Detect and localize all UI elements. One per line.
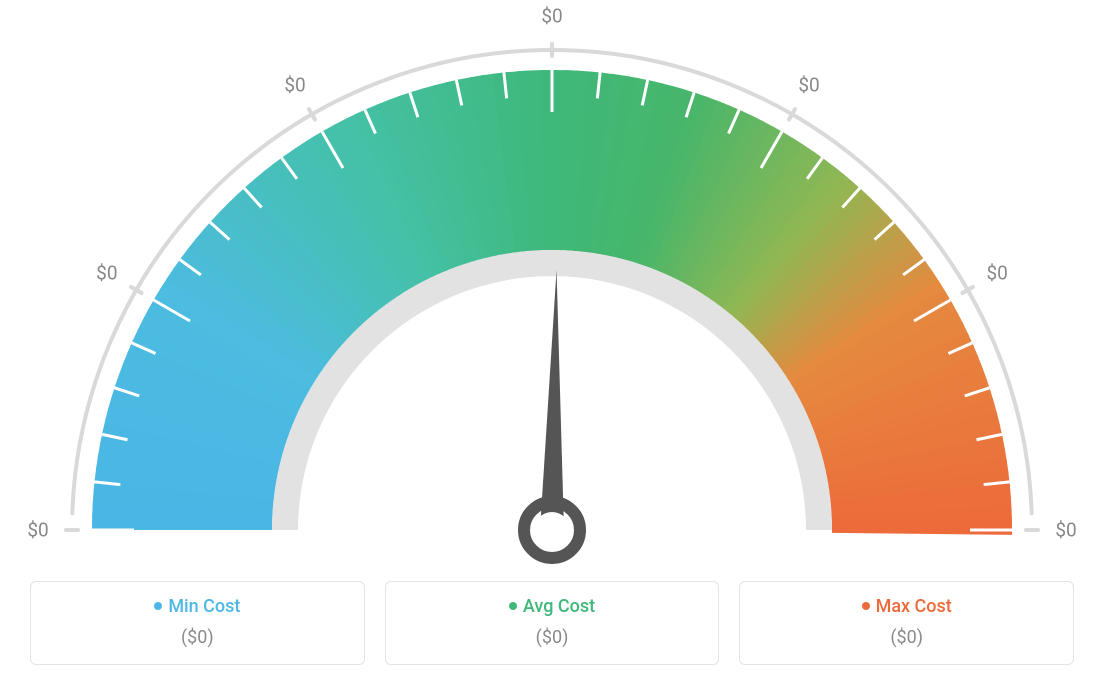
gauge-tick-label: $0: [27, 519, 48, 542]
gauge-tick-label: $0: [986, 262, 1007, 285]
legend-min: Min Cost ($0): [30, 581, 365, 665]
legend-min-dot: [154, 602, 162, 610]
legend-avg-title: Avg Cost: [396, 596, 709, 617]
legend-avg-label: Avg Cost: [523, 596, 595, 617]
legend-avg-dot: [509, 602, 517, 610]
legend-avg: Avg Cost ($0): [385, 581, 720, 665]
legend-max-dot: [862, 602, 870, 610]
gauge-tick-label: $0: [798, 73, 819, 96]
gauge-tick-label: $0: [96, 262, 117, 285]
legend-max-value: ($0): [750, 627, 1063, 648]
gauge-tick-label: $0: [1055, 519, 1076, 542]
gauge-tick-label: $0: [284, 73, 305, 96]
gauge-chart: $0 $0 $0 $0 $0 $0 $0: [0, 0, 1104, 560]
gauge-tick-label: $0: [541, 5, 562, 28]
gauge-chart-container: $0 $0 $0 $0 $0 $0 $0 Min Cost ($0) Avg Cost ($…: [0, 0, 1104, 690]
legend-min-label: Min Cost: [168, 596, 240, 617]
legend-min-value: ($0): [41, 627, 354, 648]
legend-avg-value: ($0): [396, 627, 709, 648]
legend-max-title: Max Cost: [750, 596, 1063, 617]
legend-min-title: Min Cost: [41, 596, 354, 617]
legend-row: Min Cost ($0) Avg Cost ($0) Max Cost ($0…: [30, 581, 1074, 665]
legend-max-label: Max Cost: [876, 596, 952, 617]
gauge-svg: [0, 0, 1104, 580]
legend-max: Max Cost ($0): [739, 581, 1074, 665]
